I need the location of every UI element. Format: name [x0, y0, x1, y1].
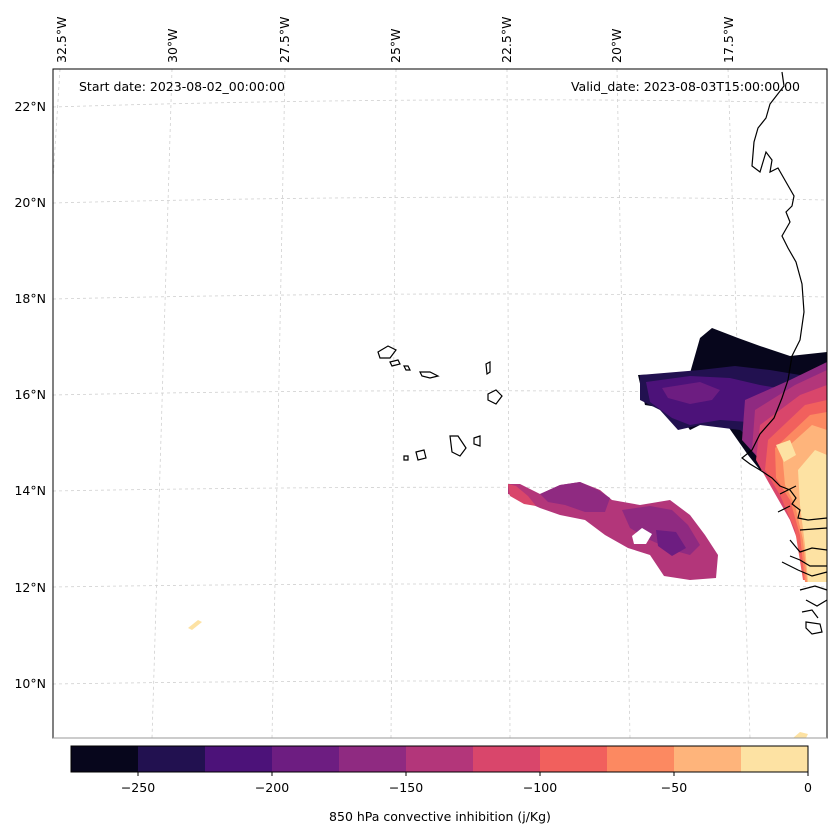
- lat-label-22n: 22°N: [14, 99, 46, 114]
- patch-bottom-right: [793, 732, 808, 738]
- lat-label-18n: 18°N: [14, 291, 46, 306]
- colorbar-tick-label: −250: [121, 780, 155, 795]
- lat-label-10n: 10°N: [14, 676, 46, 691]
- lon-label-25w: 25°W: [388, 28, 403, 63]
- lat-label-14n: 14°N: [14, 483, 46, 498]
- lat-label-20n: 20°N: [14, 195, 46, 210]
- colorbar-tick-label: −150: [389, 780, 423, 795]
- plume-band-inner: [540, 482, 610, 512]
- island-boa-vista: [487, 389, 503, 405]
- island-fogo: [415, 449, 427, 461]
- colorbar-tick-label: −50: [661, 780, 687, 795]
- colorbar-segment: [406, 746, 474, 772]
- colorbar-segment: [272, 746, 340, 772]
- island-sao-vicente: [389, 359, 401, 367]
- island-maio: [473, 435, 481, 447]
- colorbar-segment: [540, 746, 608, 772]
- plume-band-red: [508, 484, 536, 506]
- island-santo-antao: [377, 345, 397, 359]
- latitude-gridlines: [52, 99, 828, 685]
- lon-label-17-5w: 17.5°W: [721, 17, 736, 63]
- colorbar-label: 850 hPa convective inhibition (j/Kg): [329, 809, 551, 824]
- colorbar-segment: [607, 746, 675, 772]
- colorbar-segment: [138, 746, 206, 772]
- lat-label-16n: 16°N: [14, 387, 46, 402]
- africa-coastline: [741, 71, 828, 635]
- colorbar-segment: [71, 746, 139, 772]
- colorbar: [71, 746, 809, 772]
- lon-label-30w: 30°W: [165, 28, 180, 63]
- colorbar-segment: [473, 746, 541, 772]
- contour-band-11b: [776, 440, 796, 462]
- colorbar-segment: [674, 746, 742, 772]
- colorbar-border: [70, 745, 809, 773]
- longitude-axis-labels: 32.5°W 30°W 27.5°W 25°W 22.5°W 20°W 17.5…: [54, 17, 736, 63]
- island-sao-nicolau: [419, 371, 440, 379]
- patch-southwest: [188, 620, 202, 630]
- lon-label-27-5w: 27.5°W: [277, 17, 292, 63]
- island-sal: [485, 361, 491, 376]
- island-brava: [403, 455, 409, 461]
- colorbar-segment: [741, 746, 809, 772]
- island-santa-luzia: [403, 365, 411, 371]
- plume-band-outer: [508, 482, 718, 580]
- colorbar-ticks: −250 −200 −150 −100 −50 0: [121, 772, 812, 795]
- cin-contours: [188, 328, 827, 738]
- contour-band-4: [662, 382, 720, 404]
- lon-label-20w: 20°W: [609, 28, 624, 63]
- colorbar-tick-label: −200: [255, 780, 289, 795]
- plume-band-hole: [632, 528, 652, 544]
- coastlines: [377, 71, 828, 635]
- latitude-axis-labels: 22°N 20°N 18°N 16°N 14°N 12°N 10°N: [14, 99, 46, 691]
- plume-band-core: [656, 530, 686, 556]
- colorbar-segment: [339, 746, 407, 772]
- island-santiago: [449, 435, 467, 457]
- colorbar-tick-label: −100: [523, 780, 557, 795]
- valid-date-label: Valid_date: 2023-08-03T15:00:00.00: [571, 79, 800, 94]
- colorbar-tick-label: 0: [804, 780, 812, 795]
- lat-label-12n: 12°N: [14, 580, 46, 595]
- lon-label-22-5w: 22.5°W: [499, 17, 514, 63]
- colorbar-segment: [205, 746, 273, 772]
- longitude-gridlines: [52, 68, 751, 739]
- start-date-label: Start date: 2023-08-02_00:00:00: [79, 79, 285, 94]
- lon-label-32-5w: 32.5°W: [54, 17, 69, 63]
